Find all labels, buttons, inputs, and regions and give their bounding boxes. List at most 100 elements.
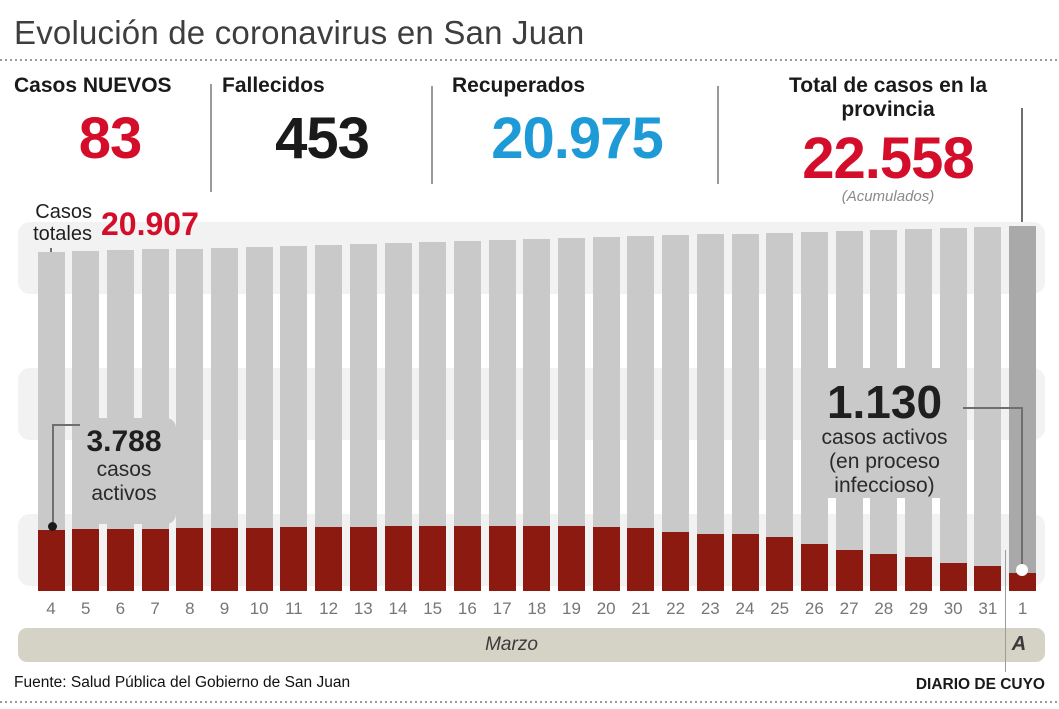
active-end-text: casos activos	[821, 426, 948, 450]
x-axis-label: 16	[457, 599, 477, 618]
active-cases-bar	[835, 550, 863, 591]
stat-new-cases-value: 83	[78, 106, 143, 171]
x-axis-label: 22	[666, 599, 686, 618]
active-start-text: activos	[91, 481, 157, 505]
x-axis-label: 8	[185, 599, 195, 618]
totals-annotation-label: Casos totales	[33, 201, 92, 245]
x-axis-label: 21	[631, 599, 651, 618]
month-band	[18, 628, 1045, 662]
x-axis-label: 23	[700, 599, 720, 618]
active-end-leader-line	[963, 407, 1022, 409]
active-cases-bar	[870, 554, 898, 591]
total-cases-bar	[696, 234, 724, 591]
x-axis-label: 13	[353, 599, 373, 618]
x-axis-label: 6	[115, 599, 126, 618]
active-end-text: infeccioso)	[834, 474, 935, 498]
source-credit: Fuente: Salud Pública del Gobierno de Sa…	[14, 674, 351, 691]
active-cases-bar	[72, 529, 100, 591]
totals-annotation-value: 20.907	[101, 206, 199, 242]
active-cases-bar	[280, 527, 308, 591]
active-cases-bar	[523, 526, 551, 591]
month-label: Marzo	[485, 634, 538, 655]
x-axis-label: 4	[46, 599, 56, 618]
stat-deaths: Fallecidos 453	[222, 74, 422, 168]
active-start-leader-line	[52, 424, 80, 426]
active-cases-bar	[245, 528, 273, 591]
x-axis-label: 31	[978, 599, 998, 618]
x-axis-label: 14	[388, 599, 408, 618]
stat-new-cases-label: Casos NUEVOS	[14, 74, 172, 97]
x-axis-label: 17	[492, 599, 512, 618]
x-axis-label: 1	[1017, 599, 1028, 618]
stat-divider	[717, 86, 719, 184]
x-axis-label: 19	[562, 599, 581, 618]
active-start-leader-line	[52, 424, 54, 524]
active-cases-bar	[384, 526, 412, 591]
active-cases-bar	[662, 532, 690, 591]
active-cases-bar	[592, 527, 620, 591]
active-end-value: 1.130	[826, 376, 943, 428]
active-cases-bar	[974, 566, 1002, 591]
x-axis-label: 29	[909, 599, 928, 618]
total-leader-line	[1021, 108, 1023, 226]
active-cases-bar	[627, 528, 655, 591]
active-start-text: casos	[96, 457, 152, 481]
active-cases-bar	[939, 563, 967, 591]
x-axis-label: 27	[839, 599, 859, 618]
footer-dotted-line	[0, 701, 1059, 703]
active-end-text: (en proceso	[829, 450, 940, 474]
active-cases-bar	[176, 528, 204, 591]
stat-total-note: (Acumulados)	[841, 188, 935, 205]
month-separator-line	[1005, 550, 1006, 672]
total-cases-bar	[731, 234, 759, 591]
x-axis-label: 25	[770, 599, 790, 618]
stat-total-label: Total de casos en la provincia	[788, 74, 987, 121]
active-cases-bar	[315, 527, 343, 591]
title-divider-dotted-line	[0, 59, 1059, 61]
stat-recovered-label: Recuperados	[452, 74, 586, 97]
total-cases-bar	[766, 233, 794, 591]
active-cases-bar	[106, 529, 134, 591]
active-cases-bar	[211, 528, 238, 591]
active-start-annotation: 3.788 casos activos	[72, 418, 176, 524]
active-cases-bar	[905, 557, 932, 591]
active-cases-bar	[349, 527, 377, 591]
active-end-leader-line	[1021, 407, 1023, 565]
active-cases-bar	[1009, 573, 1037, 591]
stat-new-cases: Casos NUEVOS 83	[14, 74, 206, 168]
x-axis-label: 5	[80, 599, 91, 618]
stat-total-value: 22.558	[802, 126, 974, 191]
active-cases-bar	[488, 526, 516, 591]
active-cases-bar	[419, 526, 447, 591]
x-axis-label: 24	[735, 599, 755, 618]
stat-total: Total de casos en la provincia 22.558 (A…	[742, 74, 1034, 205]
x-axis-label: 28	[874, 599, 894, 618]
active-cases-bar	[696, 534, 724, 591]
x-axis-label: 30	[943, 599, 963, 618]
total-cases-bar	[974, 227, 1002, 591]
stat-deaths-value: 453	[275, 106, 370, 171]
x-axis-label: 9	[219, 599, 230, 618]
stat-divider	[210, 84, 212, 192]
x-axis-label: 7	[150, 599, 160, 618]
active-start-leader-dot	[48, 522, 57, 531]
active-cases-bar	[731, 534, 759, 591]
x-axis-label: 26	[804, 599, 824, 618]
stat-recovered: Recuperados 20.975	[452, 74, 702, 168]
active-cases-bar	[800, 544, 828, 591]
stat-recovered-value: 20.975	[491, 106, 663, 171]
active-end-leader-dot	[1016, 564, 1028, 576]
publisher-credit: DIARIO DE CUYO	[915, 676, 1045, 693]
x-axis-label: 11	[285, 599, 303, 618]
x-axis-label: 20	[596, 599, 616, 618]
page-title: Evolución de coronavirus en San Juan	[14, 14, 585, 51]
x-axis-label: 18	[527, 599, 547, 618]
active-cases-bar	[141, 529, 169, 591]
x-axis-label: 12	[319, 599, 339, 618]
active-cases-bar	[558, 526, 585, 591]
next-month-label: A	[1011, 633, 1027, 655]
active-cases-bar	[37, 530, 65, 591]
stat-divider	[431, 86, 433, 184]
